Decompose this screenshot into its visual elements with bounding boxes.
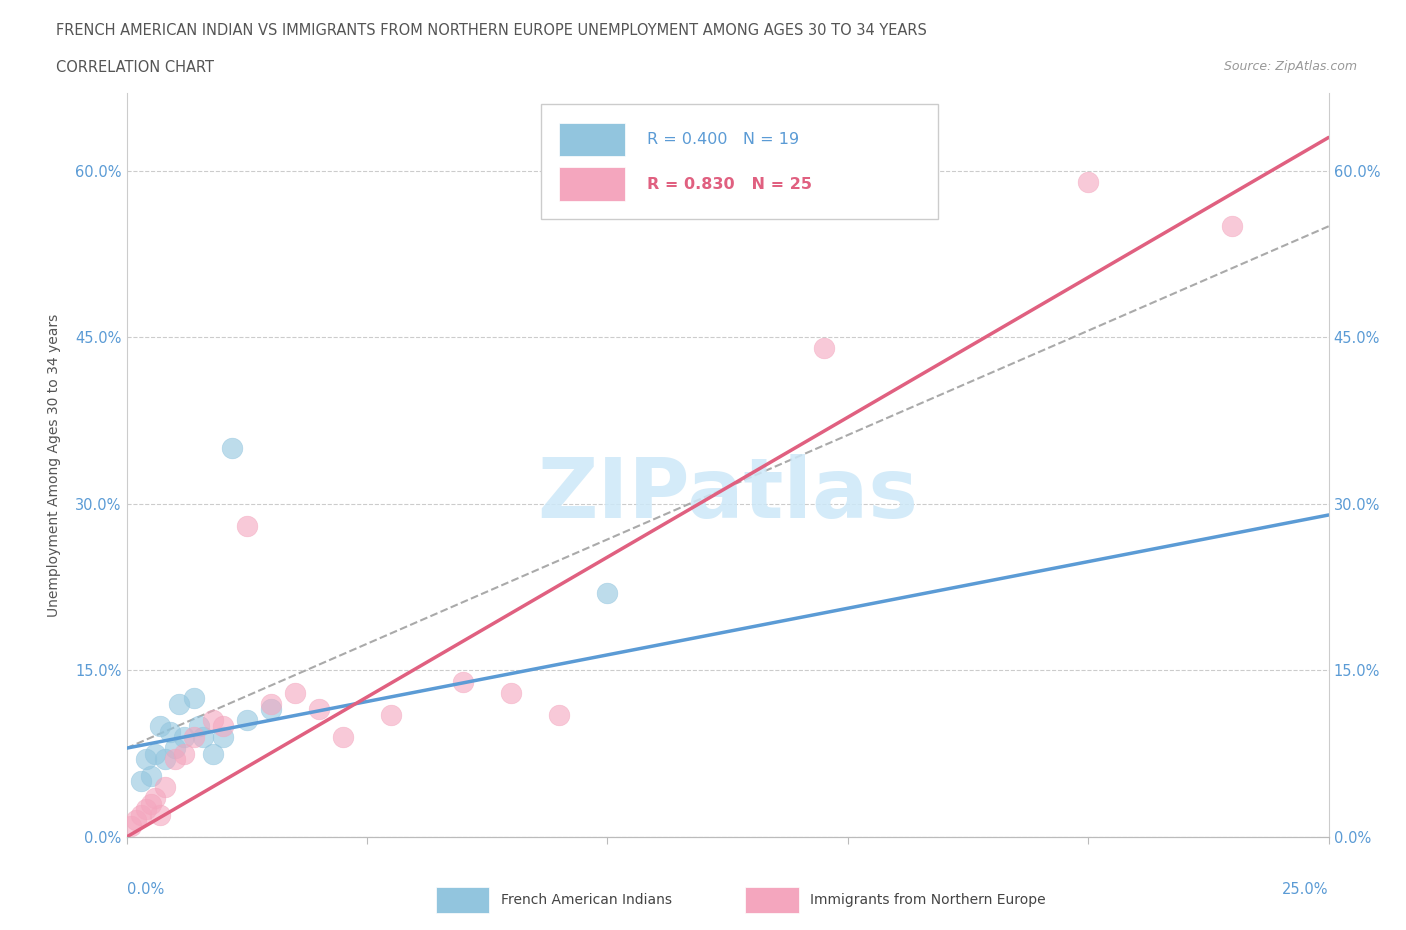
Point (211, 719, 233, 734)
Point (235, 713, 259, 728)
Point (129, 807, 152, 822)
Point (202, 713, 225, 728)
FancyBboxPatch shape (560, 123, 626, 156)
Point (813, 341, 835, 356)
Point (235, 519, 259, 534)
Point (332, 730, 354, 745)
Text: R = 0.400   N = 19: R = 0.400 N = 19 (647, 132, 799, 147)
Point (202, 746, 225, 761)
Point (260, 697, 283, 711)
Point (145, 746, 167, 761)
Point (193, 730, 215, 745)
Point (187, 719, 209, 734)
Point (501, 685, 523, 700)
Text: 25.0%: 25.0% (1282, 882, 1329, 897)
FancyBboxPatch shape (541, 104, 938, 219)
Text: FRENCH AMERICAN INDIAN VS IMMIGRANTS FROM NORTHERN EUROPE UNEMPLOYMENT AMONG AGE: FRENCH AMERICAN INDIAN VS IMMIGRANTS FRO… (56, 23, 927, 38)
Point (135, 751, 157, 766)
Point (153, 751, 176, 766)
Point (159, 724, 181, 739)
Point (548, 708, 571, 723)
Point (153, 779, 176, 794)
Text: CORRELATION CHART: CORRELATION CHART (56, 60, 214, 75)
Point (149, 807, 172, 822)
Point (284, 685, 307, 700)
Point (129, 774, 152, 789)
Text: Immigrants from Northern Europe: Immigrants from Northern Europe (810, 893, 1046, 908)
Point (183, 730, 205, 745)
Point (139, 796, 162, 811)
Point (1077, 175, 1099, 190)
Text: 0.0%: 0.0% (127, 882, 163, 897)
Text: R = 0.830   N = 25: R = 0.830 N = 25 (647, 177, 813, 192)
Point (173, 746, 195, 761)
Point (308, 702, 330, 717)
Point (139, 768, 162, 783)
Point (183, 691, 205, 706)
Point (596, 585, 619, 600)
Text: Source: ZipAtlas.com: Source: ZipAtlas.com (1223, 60, 1357, 73)
Y-axis label: Unemployment Among Ages 30 to 34 years: Unemployment Among Ages 30 to 34 years (48, 313, 62, 617)
Point (149, 719, 172, 734)
Point (163, 751, 186, 766)
Point (221, 441, 243, 456)
FancyBboxPatch shape (560, 167, 626, 201)
Point (120, 818, 142, 833)
Point (260, 702, 283, 717)
Text: ZIPatlas: ZIPatlas (537, 454, 918, 536)
Point (173, 730, 195, 745)
Point (1222, 219, 1244, 233)
Point (135, 802, 157, 817)
Point (163, 740, 186, 755)
Point (125, 813, 148, 828)
Point (145, 790, 167, 805)
Point (451, 674, 474, 689)
Point (380, 708, 402, 723)
Point (211, 730, 233, 745)
Text: French American Indians: French American Indians (501, 893, 672, 908)
Point (169, 697, 191, 711)
